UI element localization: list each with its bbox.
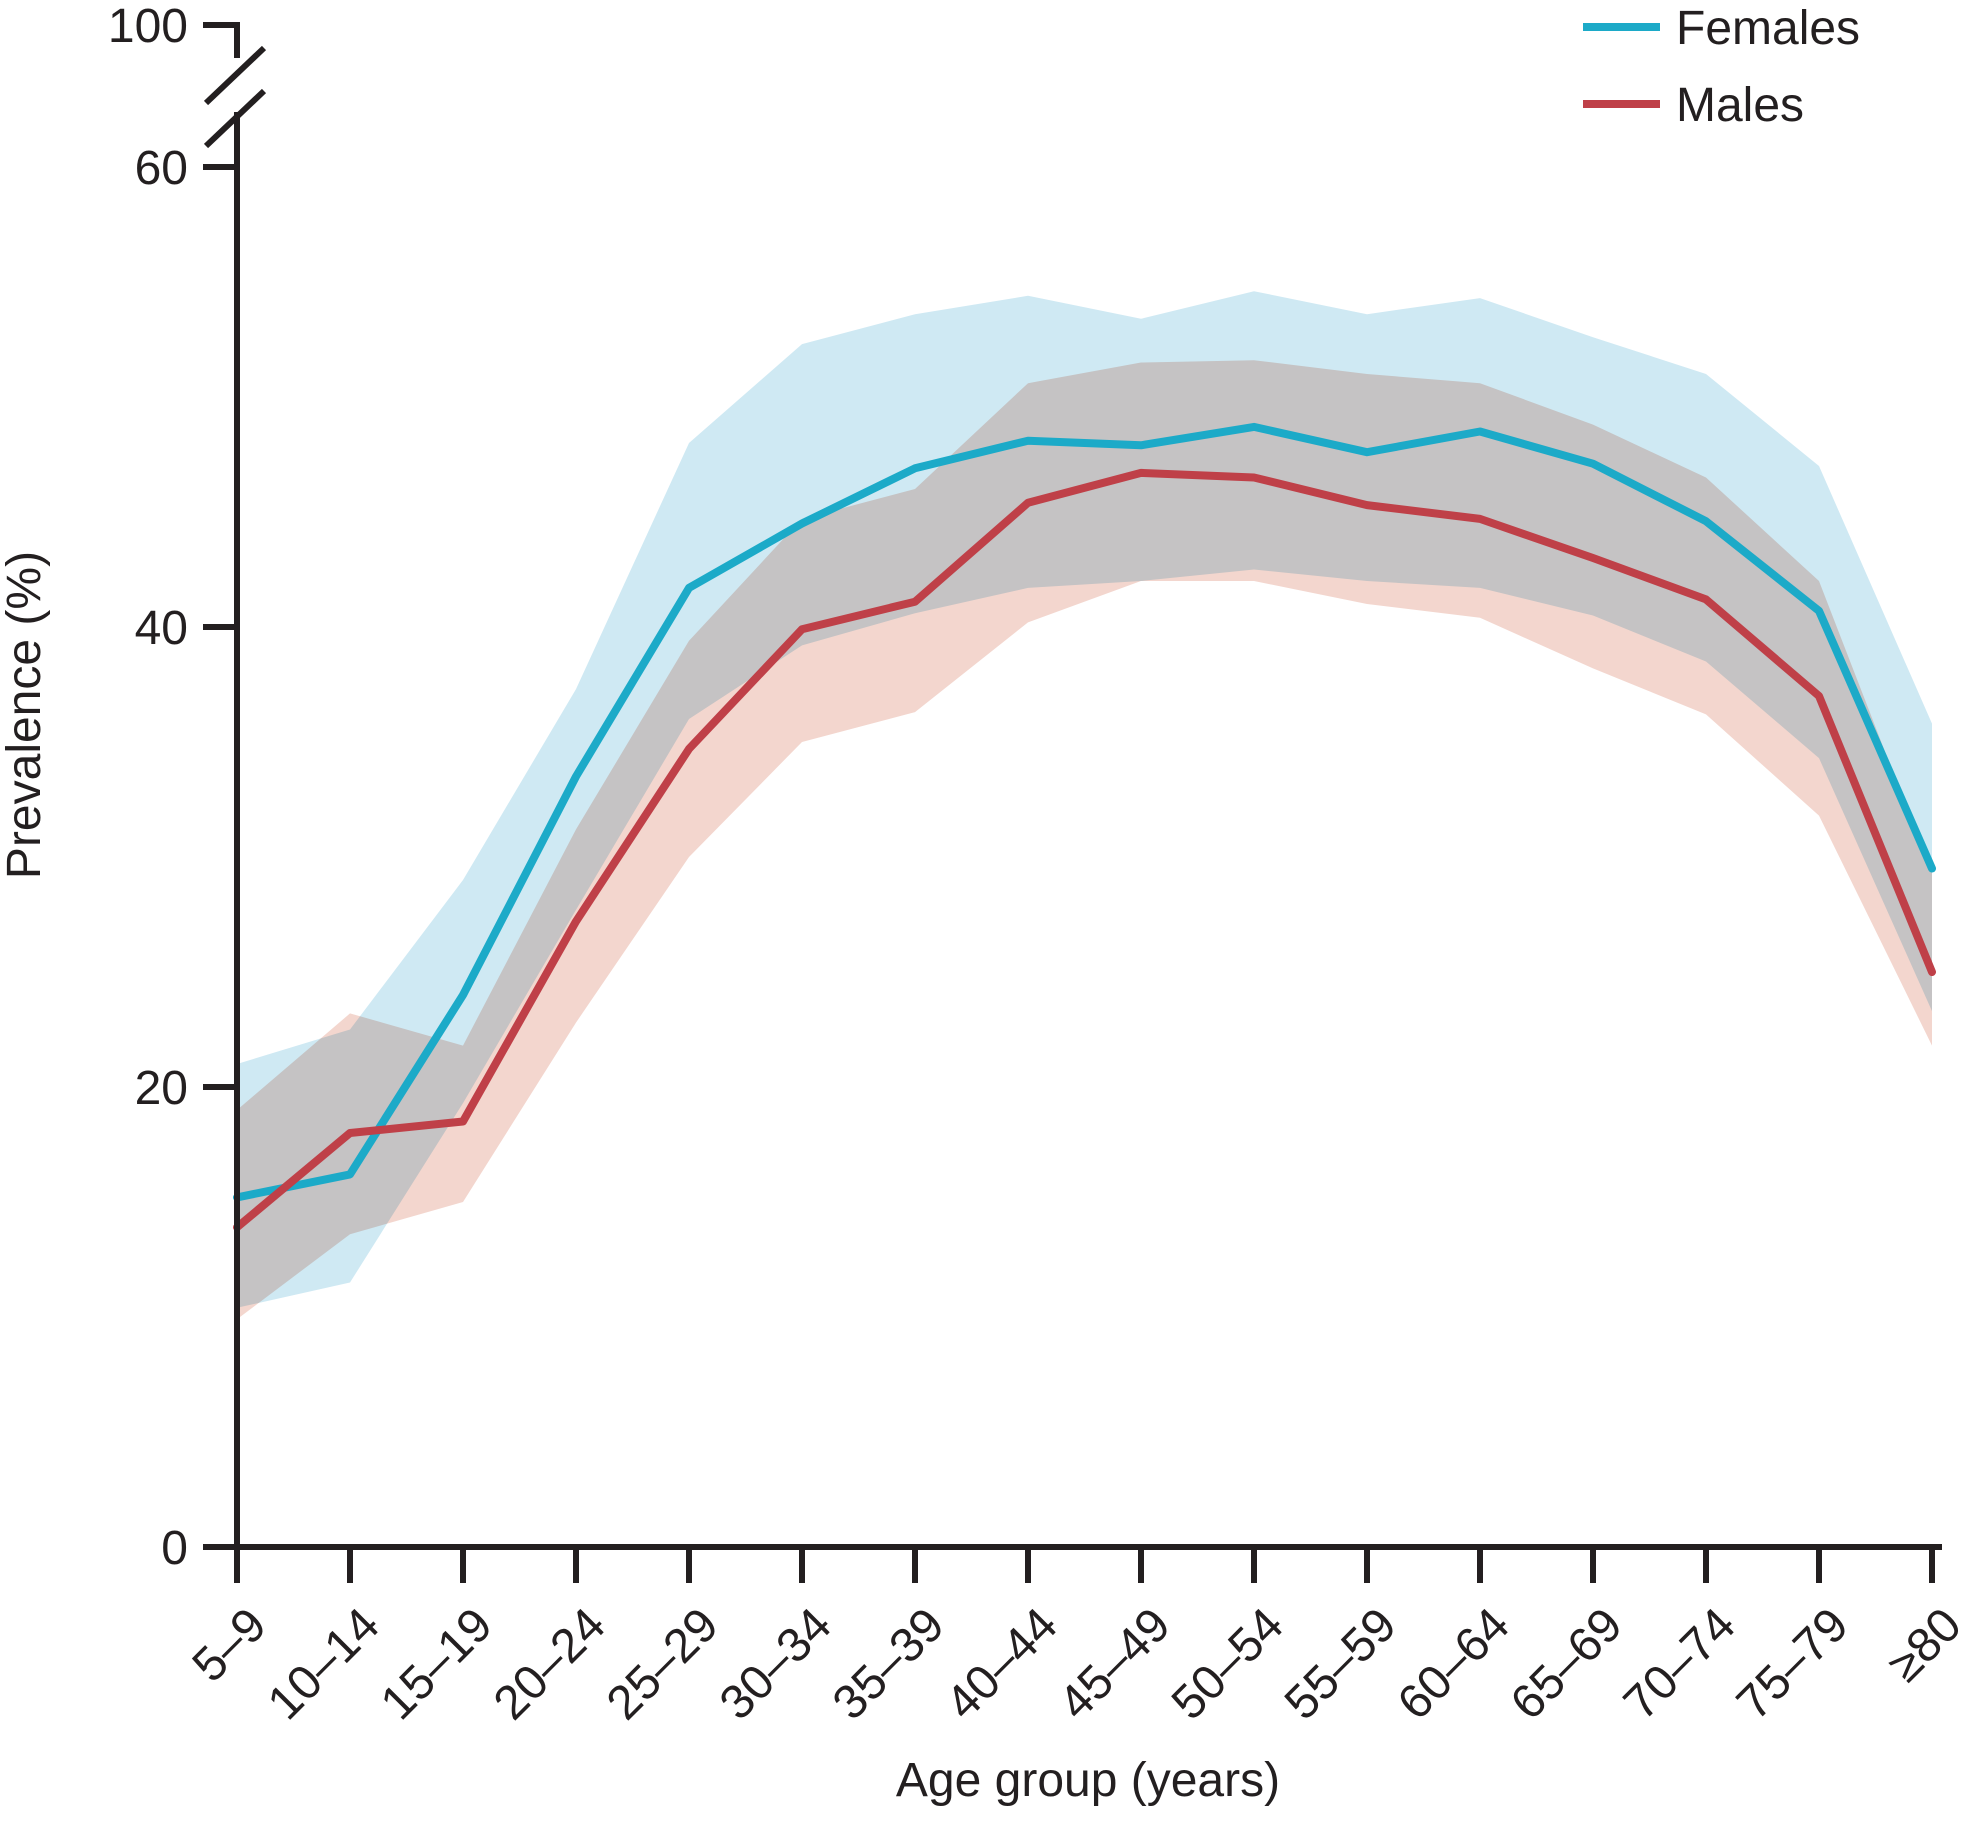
y-tick-label: 60 bbox=[135, 142, 188, 195]
x-tick-label: 25–29 bbox=[597, 1598, 729, 1730]
x-tick-label: 10–14 bbox=[258, 1598, 390, 1730]
x-tick-label: 70–74 bbox=[1614, 1598, 1746, 1730]
y-axis-title: Prevalence (%) bbox=[0, 551, 51, 879]
legend: Females Males bbox=[1583, 2, 1860, 132]
x-tick-label: 55–59 bbox=[1275, 1598, 1407, 1730]
x-tick-label: 15–19 bbox=[371, 1598, 503, 1730]
x-tick-label: 40–44 bbox=[936, 1598, 1068, 1730]
y-tick-label: 0 bbox=[161, 1522, 188, 1575]
x-tick-label: 30–34 bbox=[710, 1598, 842, 1730]
x-tick-label: 50–54 bbox=[1162, 1598, 1294, 1730]
x-tick-label: ≥80 bbox=[1878, 1598, 1972, 1692]
x-tick-label: 45–49 bbox=[1049, 1598, 1181, 1730]
axis-break-slash-lower-icon bbox=[203, 88, 267, 149]
x-tick-label: 60–64 bbox=[1388, 1598, 1520, 1730]
males-line bbox=[233, 468, 1936, 1232]
y-tick-label: 40 bbox=[135, 602, 188, 655]
x-tick-label: 20–24 bbox=[484, 1598, 616, 1730]
confidence-bands bbox=[237, 291, 1932, 1320]
males-confidence-band bbox=[237, 360, 1932, 1320]
legend-males-label: Males bbox=[1676, 79, 1804, 132]
x-tick-label: 35–39 bbox=[823, 1598, 955, 1730]
females-line bbox=[233, 422, 1936, 1202]
legend-females-label: Females bbox=[1676, 2, 1860, 55]
x-tick-label: 75–79 bbox=[1727, 1598, 1859, 1730]
x-axis-ticks: 5–910–1415–1920–2425–2930–3435–3940–4445… bbox=[183, 1547, 1972, 1730]
x-axis-title: Age group (years) bbox=[896, 1754, 1280, 1807]
y-axis-ticks: 0 20 40 60 100 bbox=[108, 0, 237, 1575]
series-lines bbox=[233, 422, 1936, 1232]
axes bbox=[203, 22, 1942, 1583]
x-tick-label: 5–9 bbox=[183, 1598, 277, 1692]
y-tick-label: 20 bbox=[135, 1062, 188, 1115]
axis-break-slash-upper-icon bbox=[203, 45, 267, 106]
x-tick-label: 65–69 bbox=[1501, 1598, 1633, 1730]
y-tick-label: 100 bbox=[108, 0, 188, 53]
